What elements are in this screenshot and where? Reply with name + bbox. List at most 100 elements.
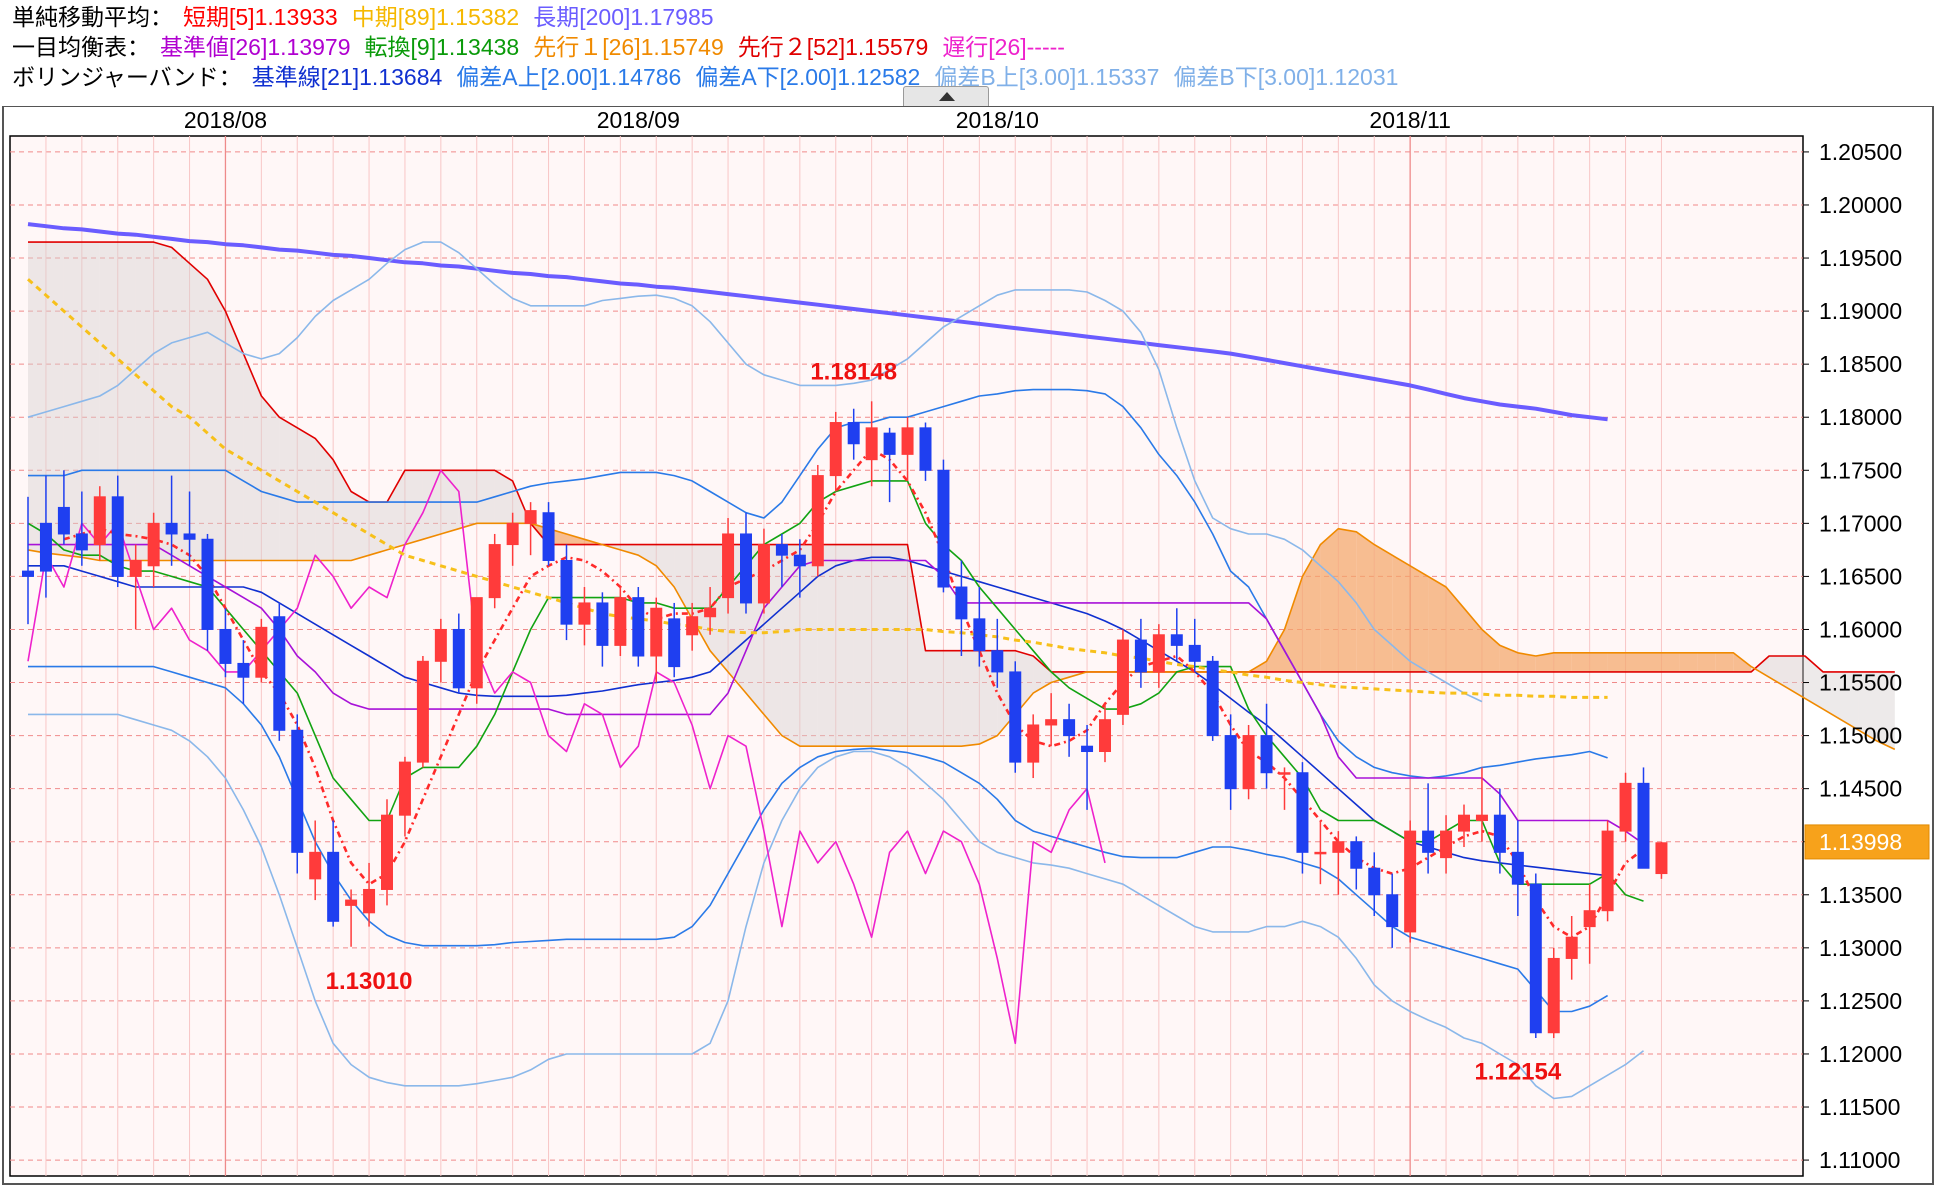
cloud-segment	[1751, 656, 1770, 678]
cloud-segment	[1697, 652, 1716, 672]
current-price: 1.13998	[1804, 824, 1930, 860]
candle	[273, 602, 286, 741]
candle-body	[1152, 634, 1165, 673]
candle	[1314, 820, 1327, 885]
candle	[452, 613, 465, 694]
candle	[488, 533, 501, 609]
cloud-segment	[817, 544, 836, 747]
candle	[39, 475, 52, 598]
candle	[111, 475, 124, 588]
month-label: 2018/10	[956, 107, 1039, 133]
y-tick-label: 1.16500	[1819, 563, 1902, 589]
line-sma-long	[27, 222, 1608, 422]
cloud-segment	[1858, 671, 1877, 741]
candle	[22, 496, 34, 625]
y-tick-label: 1.11500	[1819, 1094, 1900, 1120]
candle-body	[704, 607, 717, 618]
candle	[1332, 831, 1345, 895]
price-chart[interactable]: 1.18148 1.13010 1.12154 1.20500 1.20000 1.19…	[0, 105, 1936, 1186]
candle-body	[398, 761, 411, 816]
candle-body	[793, 554, 806, 567]
legend-ichimoku-label: 一目均衡表：	[12, 34, 150, 60]
candle-body	[1619, 782, 1632, 832]
cloud-segment	[566, 533, 585, 545]
cloud-segment	[1876, 671, 1895, 750]
candle-body	[883, 432, 896, 455]
candle	[668, 602, 681, 678]
candle	[309, 820, 322, 901]
candle-body	[1009, 671, 1022, 763]
cloud-segment	[476, 470, 495, 524]
candle-body	[1063, 719, 1076, 737]
candle-body	[757, 544, 770, 604]
price-annotation: 1.12154	[1474, 1059, 1561, 1086]
cloud-segment	[1320, 528, 1339, 672]
price-axis: 1.20500 1.20000 1.19500 1.19000 1.18500 1.180…	[1803, 139, 1902, 1173]
grid	[10, 136, 1803, 1176]
candle-body	[973, 618, 986, 652]
candle-body	[919, 427, 932, 471]
candle-body	[327, 851, 340, 922]
y-tick-label: 1.13500	[1819, 882, 1902, 908]
candle-body	[416, 660, 429, 763]
candle	[93, 486, 106, 561]
cloud-segment	[1715, 652, 1734, 672]
cloud-segment	[638, 544, 657, 566]
candle	[829, 411, 842, 492]
legend-bollinger: ボリンジャーバンド： 基準線[21]1.13684 偏差A上[2.00]1.1478…	[12, 62, 1412, 92]
candle-body	[434, 628, 447, 662]
cloud-segment	[853, 544, 872, 747]
candle-body	[93, 496, 106, 546]
candle-body	[452, 628, 465, 689]
line-bb-b-dn	[28, 713, 1644, 1100]
price-annotations: 1.18148 1.13010 1.12154	[326, 359, 1562, 1086]
month-label: 2018/09	[597, 107, 680, 133]
line-sma-mid	[27, 278, 1608, 699]
cloud-segment	[1428, 576, 1447, 672]
candle-body	[847, 422, 860, 445]
candlesticks	[22, 401, 1668, 1039]
legend-bollinger-label: ボリンジャーバンド：	[12, 64, 242, 90]
candle	[1099, 703, 1111, 763]
candle-body	[1440, 830, 1453, 859]
candle	[650, 597, 663, 683]
candle	[1493, 788, 1506, 874]
candle	[901, 417, 914, 481]
collapse-legend-button[interactable]	[903, 86, 989, 107]
legend-bb-a-up: 偏差A上[2.00]1.14786	[456, 64, 682, 90]
candle	[147, 512, 160, 588]
candle	[632, 587, 645, 667]
candle	[991, 618, 1004, 688]
cloud-segment	[1535, 652, 1554, 672]
legend-senkou-a: 先行１[26]1.15749	[533, 34, 724, 60]
candle	[704, 587, 717, 635]
candle	[57, 470, 70, 545]
cloud-segment	[99, 242, 118, 561]
candle-body	[1278, 772, 1291, 775]
legend-chikou: 遅行[26]-----	[942, 34, 1065, 60]
cloud-segment	[1374, 544, 1393, 672]
cloud-segment	[1446, 587, 1464, 672]
legend-senkou-b: 先行２[52]1.15579	[737, 34, 929, 60]
cloud-segment	[925, 650, 944, 747]
candle	[398, 756, 411, 837]
cloud-segment	[1517, 652, 1536, 672]
candle-body	[345, 899, 358, 906]
chart-area[interactable]: 1.18148 1.13010 1.12154 1.20500 1.20000 1.19…	[0, 105, 1936, 1186]
y-tick-label: 1.19500	[1819, 245, 1902, 271]
candle-body	[1547, 957, 1560, 1034]
cloud-segment	[871, 544, 890, 747]
candle-body	[614, 597, 627, 646]
candle-body	[1655, 842, 1668, 875]
y-tick-label: 1.18500	[1819, 351, 1902, 377]
legend-bb-a-dn: 偏差A下[2.00]1.12582	[695, 64, 921, 90]
cloud-segment	[315, 438, 334, 561]
legend-sma-mid: 中期[89]1.15382	[351, 4, 520, 30]
candle	[686, 602, 699, 651]
candle-body	[1045, 719, 1058, 726]
candle	[1152, 624, 1165, 688]
y-tick-label: 1.19000	[1819, 298, 1902, 324]
candle	[1637, 767, 1650, 869]
candle-body	[309, 851, 322, 880]
legend-bb-mid: 基準線[21]1.13684	[251, 64, 443, 90]
